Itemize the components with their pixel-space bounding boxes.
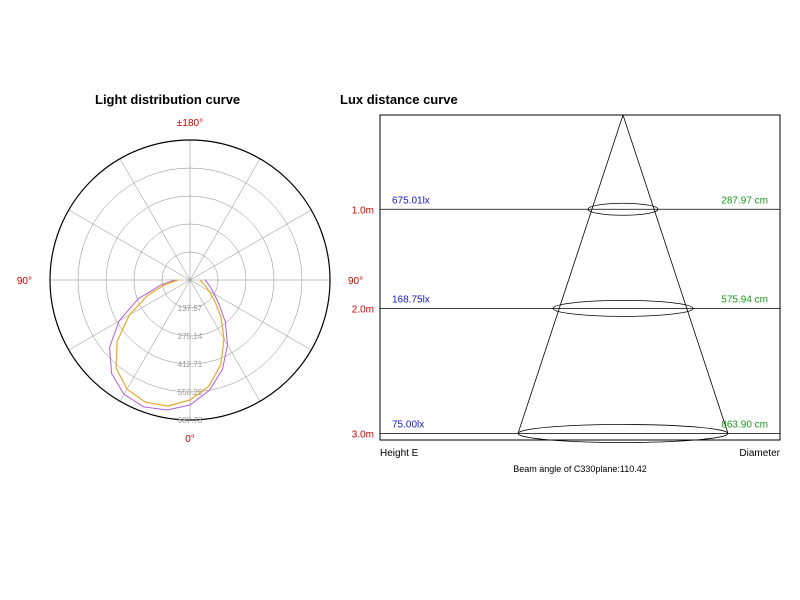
height-label: 1.0m: [352, 205, 374, 216]
lux-label: 168.75lx: [392, 294, 430, 305]
diameter-label: 863.90 cm: [721, 420, 768, 431]
lux-label: 75.00lx: [392, 420, 424, 431]
axis-label-right: Diameter: [739, 448, 780, 459]
cone-footer: Beam angle of C330plane:110.42: [513, 464, 646, 474]
diameter-label: 287.97 cm: [721, 195, 768, 206]
figure-container: Light distribution curve 137.57275.14412…: [0, 0, 800, 600]
polar-angle-label: 90°: [17, 276, 32, 287]
axis-label-left: Height E: [380, 448, 419, 459]
cone-frame: [380, 115, 780, 440]
diameter-label: 575.94 cm: [721, 294, 768, 305]
cone-chart: 1.0m 675.01lx 287.97 cm 2.0m 168.75lx 575.94 …: [35, 0, 800, 520]
height-label: 3.0m: [352, 430, 374, 441]
cone-panel: Lux distance curve 1.0m675.01lx287.97 cm…: [380, 0, 800, 600]
lux-label: 675.01lx: [392, 195, 430, 206]
height-label: 2.0m: [352, 304, 374, 315]
